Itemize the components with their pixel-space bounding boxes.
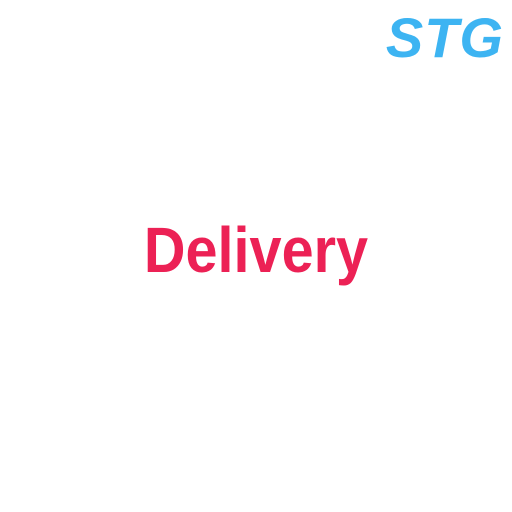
- environment-badge: STG: [385, 6, 504, 69]
- app-title: Delivery: [143, 214, 369, 286]
